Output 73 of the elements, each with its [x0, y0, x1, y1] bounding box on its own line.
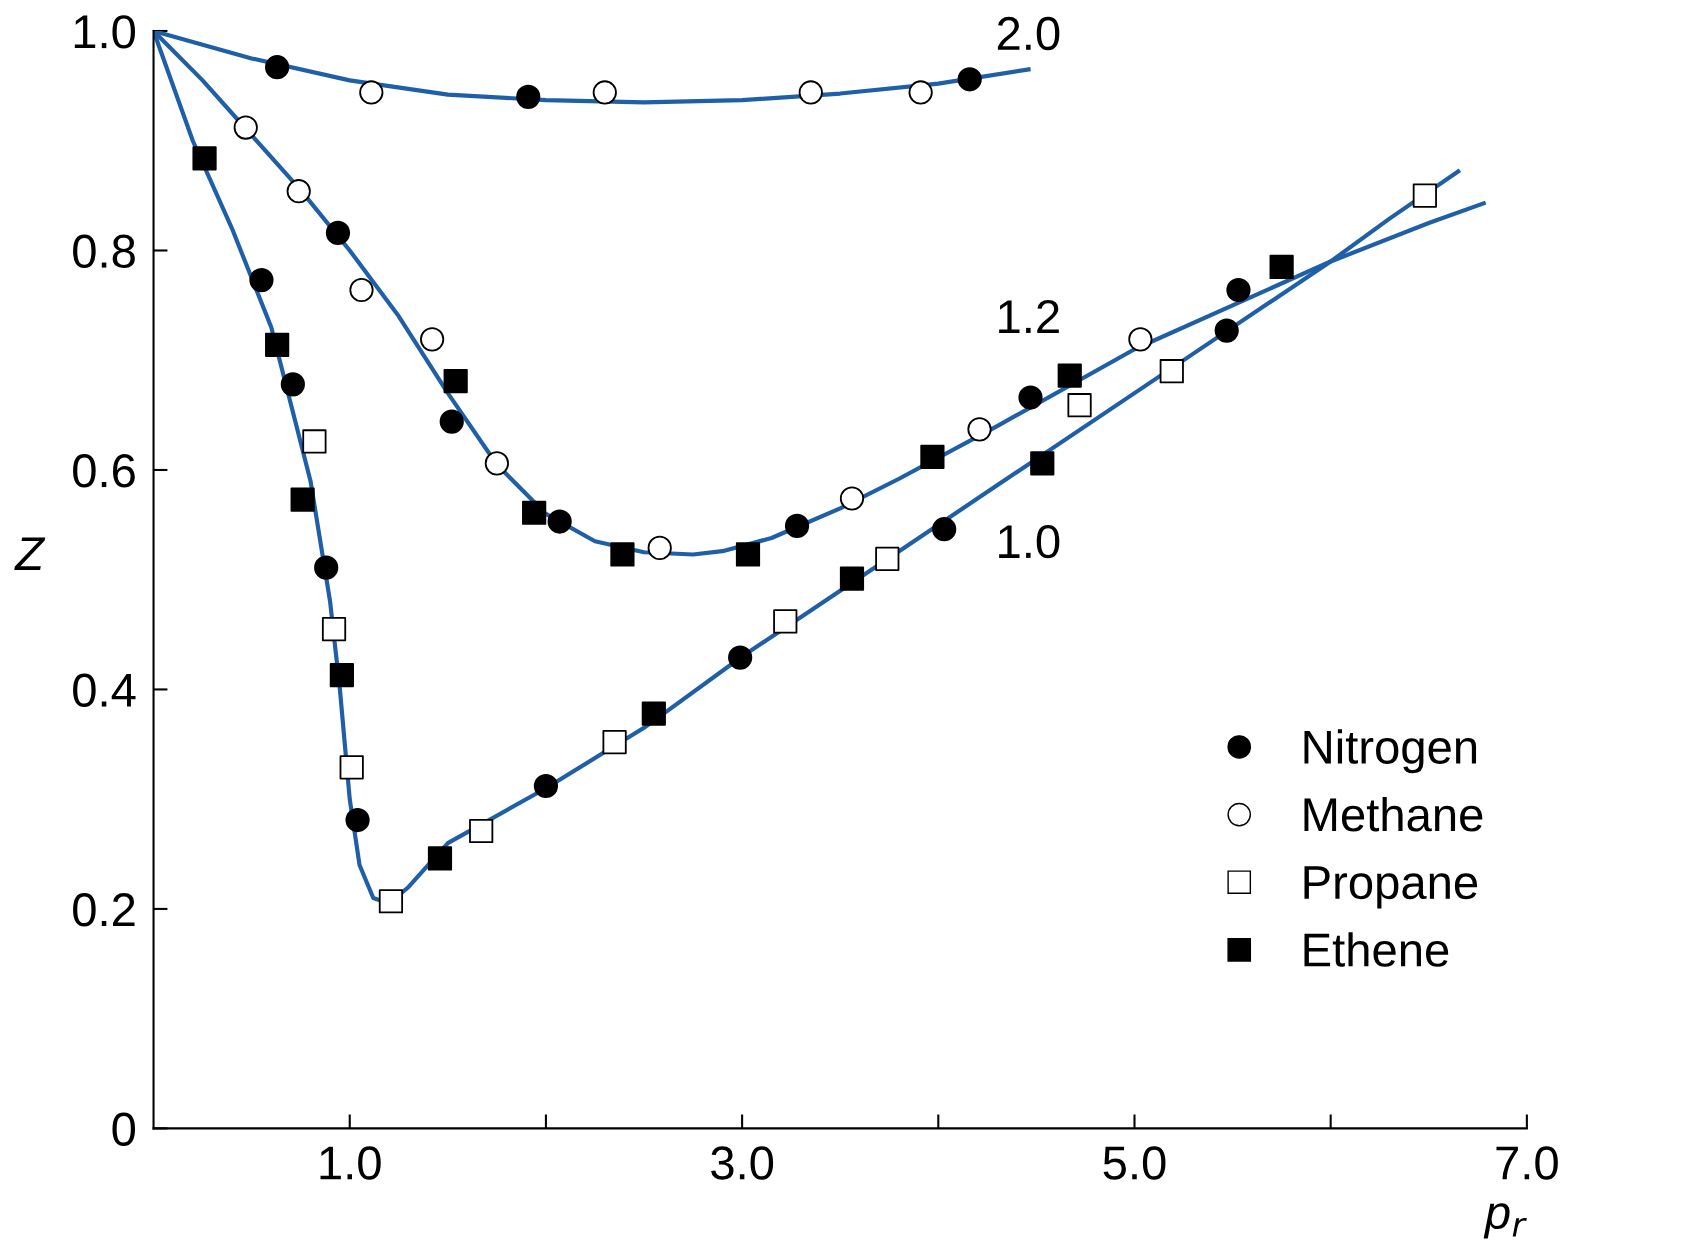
legend-label: Propane [1304, 866, 1478, 909]
point [469, 818, 494, 844]
y-tick-label: 1.0 [74, 15, 136, 49]
x-tick-label: 3.0 [711, 1146, 774, 1180]
point [325, 220, 351, 246]
point [533, 773, 559, 799]
x-axis-title: p$_{r}$ [1483, 1203, 1527, 1239]
point [1269, 254, 1294, 280]
point [592, 80, 617, 105]
point [735, 542, 761, 567]
annotation: 1.0 [999, 524, 1060, 559]
point [280, 372, 305, 397]
legend-label: Ethene [1304, 932, 1449, 967]
y-axis-title: Z [14, 537, 46, 570]
point [875, 546, 900, 571]
point [265, 55, 290, 80]
point [192, 146, 217, 171]
point [839, 566, 865, 591]
point [602, 730, 627, 755]
point [314, 555, 339, 580]
y-tick-label: 0.2 [73, 893, 135, 927]
point [359, 80, 384, 105]
x-tick-label: 5.0 [1103, 1146, 1166, 1180]
point [957, 67, 982, 92]
point [290, 487, 315, 512]
point [484, 451, 509, 476]
annotation: 1.2 [999, 299, 1059, 333]
point [1226, 277, 1251, 303]
legend-label: Nitrogen [1304, 729, 1477, 774]
y-tick-label: 0.6 [73, 454, 135, 488]
point [798, 80, 823, 105]
point [610, 542, 635, 567]
point [329, 663, 354, 688]
point [908, 80, 933, 105]
point [920, 444, 945, 469]
point [378, 889, 404, 914]
point [1214, 318, 1239, 343]
point [839, 486, 865, 511]
point [1067, 393, 1092, 418]
point [728, 645, 753, 670]
point [249, 268, 274, 293]
point [1412, 183, 1437, 208]
point [265, 332, 290, 357]
point [1057, 363, 1082, 388]
x-tick-label: 1.0 [320, 1146, 381, 1180]
y-tick-label: 0 [112, 1112, 136, 1146]
y-tick-label: 0.8 [73, 234, 135, 269]
legend-label: Methane [1304, 796, 1483, 832]
x-tick-label: 7.0 [1496, 1146, 1558, 1180]
point [641, 701, 666, 726]
point [1159, 359, 1184, 384]
point [1128, 327, 1153, 352]
y-tick-label: 0.4 [73, 673, 136, 708]
point [321, 616, 347, 642]
point [547, 509, 572, 534]
point [647, 535, 672, 560]
annotation: 2.0 [997, 16, 1060, 51]
point [967, 417, 992, 442]
point [439, 409, 464, 434]
point [339, 755, 364, 780]
point [1018, 385, 1043, 410]
point [773, 609, 798, 634]
point [516, 84, 541, 109]
point [427, 846, 453, 871]
point [302, 429, 327, 454]
point [233, 115, 258, 140]
point [784, 513, 810, 539]
point [1030, 451, 1055, 476]
point [286, 179, 311, 204]
point [522, 500, 547, 525]
point [345, 807, 370, 833]
point [932, 517, 957, 542]
point [443, 368, 468, 394]
